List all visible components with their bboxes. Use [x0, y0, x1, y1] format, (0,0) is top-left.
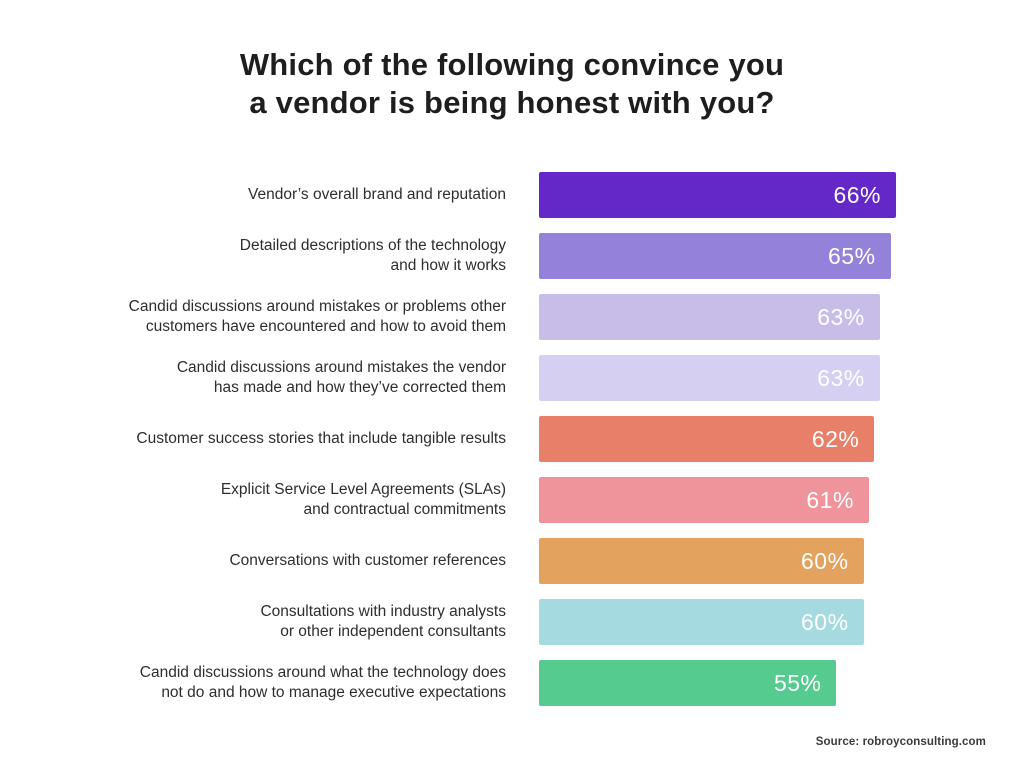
bar: 65%: [539, 233, 891, 279]
value-label: 63%: [817, 303, 865, 330]
category-label: Candid discussions around mistakes or pr…: [128, 297, 506, 335]
bar: 63%: [539, 294, 880, 340]
bar-chart: Vendor’s overall brand and reputation 66%…: [0, 172, 1024, 721]
category-label: Candid discussions around what the techn…: [139, 663, 506, 701]
bar-track: 55%: [539, 660, 896, 706]
chart-row: Candid discussions around mistakes or pr…: [0, 294, 1024, 340]
bar-track: 65%: [539, 233, 896, 279]
bar: 55%: [539, 660, 837, 706]
bar: 62%: [539, 416, 875, 462]
value-label: 63%: [817, 364, 865, 391]
chart-row: Vendor’s overall brand and reputation 66%: [0, 172, 1024, 218]
category-label: Consultations with industry analysts or …: [260, 602, 506, 640]
chart-row: Conversations with customer references 60…: [0, 538, 1024, 584]
bar: 61%: [539, 477, 869, 523]
category-label: Detailed descriptions of the technology …: [239, 236, 506, 274]
bar: 60%: [539, 538, 864, 584]
chart-row: Candid discussions around what the techn…: [0, 660, 1024, 706]
category-label: Conversations with customer references: [229, 551, 506, 569]
category-label: Explicit Service Level Agreements (SLAs)…: [220, 480, 506, 518]
chart-row: Consultations with industry analysts or …: [0, 599, 1024, 645]
chart-title: Which of the following convince you a ve…: [239, 47, 785, 120]
chart-row: Detailed descriptions of the technology …: [0, 233, 1024, 279]
bar-track: 63%: [539, 355, 896, 401]
bar-track: 62%: [539, 416, 896, 462]
chart-row: Explicit Service Level Agreements (SLAs)…: [0, 477, 1024, 523]
category-label: Vendor’s overall brand and reputation: [248, 185, 506, 203]
bar-track: 63%: [539, 294, 896, 340]
bar-track: 60%: [539, 599, 896, 645]
value-label: 62%: [811, 425, 860, 452]
bar: 63%: [539, 355, 880, 401]
value-label: 60%: [801, 547, 849, 574]
value-label: 65%: [828, 242, 876, 269]
category-label: Candid discussions around mistakes the v…: [176, 358, 506, 396]
value-label: 66%: [833, 181, 881, 208]
value-label: 60%: [801, 608, 849, 635]
value-label: 61%: [806, 486, 854, 513]
value-label: 55%: [773, 669, 822, 696]
chart-row: Customer success stories that include ta…: [0, 416, 1024, 462]
source-credit: Source: robroyconsulting.com: [815, 736, 986, 748]
bar-track: 60%: [539, 538, 896, 584]
bar: 66%: [539, 172, 896, 218]
category-label: Customer success stories that include ta…: [136, 429, 506, 447]
chart-row: Candid discussions around mistakes the v…: [0, 355, 1024, 401]
bar-track: 61%: [539, 477, 896, 523]
bar-track: 66%: [539, 172, 896, 218]
bar: 60%: [539, 599, 864, 645]
